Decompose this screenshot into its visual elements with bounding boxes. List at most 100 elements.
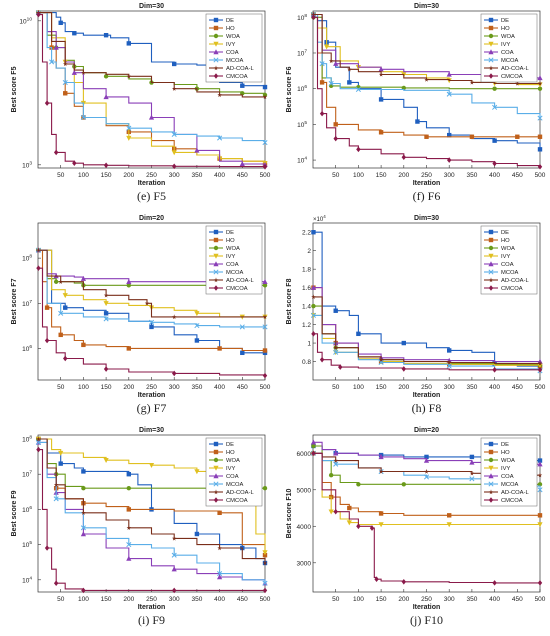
data-point (355, 86, 361, 93)
legend-marker (488, 49, 494, 55)
data-point (148, 463, 155, 469)
data-point (103, 32, 109, 38)
data-point (172, 163, 177, 170)
series-line-ivy (38, 249, 265, 318)
x-tick-label: 200 (398, 384, 409, 391)
legend-entry: COA (226, 50, 239, 56)
data-point (58, 461, 63, 466)
y-tick-label: 2 (307, 248, 311, 255)
y-tick-label: 2.2 (302, 230, 311, 237)
data-point (378, 468, 384, 474)
legend-marker (488, 449, 494, 455)
x-tick-label: 500 (260, 172, 271, 179)
legend-marker (488, 457, 494, 463)
y-tick-label: 107 (22, 299, 32, 308)
data-point (103, 162, 109, 169)
data-point (346, 520, 352, 526)
series-line-coa (38, 12, 266, 165)
legend-entry: IVY (226, 466, 235, 472)
data-point (103, 292, 109, 298)
legend (205, 225, 263, 295)
x-axis-label: Iteration (413, 604, 441, 611)
x-tick-label: 400 (489, 172, 500, 179)
legend-entry: IVY (501, 466, 510, 472)
data-point (44, 337, 50, 344)
data-point (217, 346, 222, 351)
x-tick-label: 300 (169, 596, 180, 603)
data-point (537, 360, 543, 366)
x-tick-label: 150 (376, 596, 387, 603)
data-point (423, 457, 430, 463)
legend-entry: AD-COA-L (501, 66, 529, 72)
data-point (80, 275, 86, 281)
data-point (58, 20, 63, 26)
data-point (171, 566, 177, 572)
legend-marker (213, 277, 219, 283)
y-tick-label: 1.4 (302, 304, 311, 311)
legend-marker (488, 277, 494, 283)
legend-entry: AD-COA-L (501, 490, 529, 496)
legend-entry: IVY (226, 42, 235, 48)
legend-marker (488, 497, 494, 503)
data-point (447, 359, 452, 365)
x-axis-label: Iteration (413, 392, 441, 399)
data-point (239, 161, 245, 167)
data-point (333, 450, 339, 456)
data-point (72, 31, 77, 36)
data-point (194, 323, 200, 329)
data-point (492, 580, 497, 586)
x-tick-label: 350 (466, 172, 477, 179)
y-tick-label: 3000 (297, 560, 312, 567)
data-point (401, 578, 406, 585)
data-point (537, 80, 543, 86)
data-point (324, 44, 330, 50)
legend-marker (213, 237, 219, 243)
legend-marker (213, 261, 219, 267)
data-point (401, 366, 406, 372)
data-point (492, 138, 497, 143)
data-point (537, 513, 543, 518)
x-tick-label: 100 (353, 172, 364, 179)
chart-f5: 50 100 150 200 250 300 350 400 450 500 103 1010 Dim=… (11, 3, 271, 203)
data-point (126, 472, 131, 477)
data-point (126, 525, 131, 531)
chart-title: Dim=30 (139, 3, 164, 10)
legend-entry: CMCOA (226, 286, 248, 292)
legend-marker (488, 261, 494, 267)
legend-entry: HO (501, 450, 510, 456)
data-point (469, 454, 475, 460)
data-point (239, 324, 245, 330)
legend-marker (488, 269, 494, 275)
y-axis-label: Best score F7 (11, 278, 18, 324)
data-point (172, 314, 177, 320)
legend-entry: CMCOA (226, 498, 248, 504)
data-point (378, 66, 384, 72)
y-tick-label: 104 (297, 156, 307, 165)
legend-entry: MCOA (501, 482, 519, 488)
x-tick-label: 300 (444, 384, 455, 391)
data-point (53, 44, 59, 50)
data-point (537, 461, 543, 467)
data-point (63, 91, 68, 96)
data-point (262, 372, 268, 379)
y-tick-label: 0.8 (302, 359, 311, 366)
series-markers-mcoa (35, 439, 268, 586)
data-point (378, 97, 384, 102)
data-point (424, 134, 429, 139)
data-point (537, 86, 543, 91)
legend-marker (488, 57, 494, 63)
data-point (347, 66, 352, 72)
x-tick-label: 50 (57, 596, 65, 603)
x-tick-label: 450 (512, 596, 523, 603)
legend-entry: HO (501, 26, 510, 32)
data-point (53, 279, 59, 284)
data-point (62, 293, 68, 299)
y-tick-label: 1.8 (302, 267, 311, 274)
data-point (80, 531, 86, 537)
legend-marker (488, 473, 494, 479)
data-point (492, 86, 497, 91)
legend-entry: MCOA (226, 482, 244, 488)
series-line-ad-coa-l (38, 249, 265, 318)
data-point (53, 482, 59, 488)
panel-caption: (h) F8 (412, 401, 442, 415)
